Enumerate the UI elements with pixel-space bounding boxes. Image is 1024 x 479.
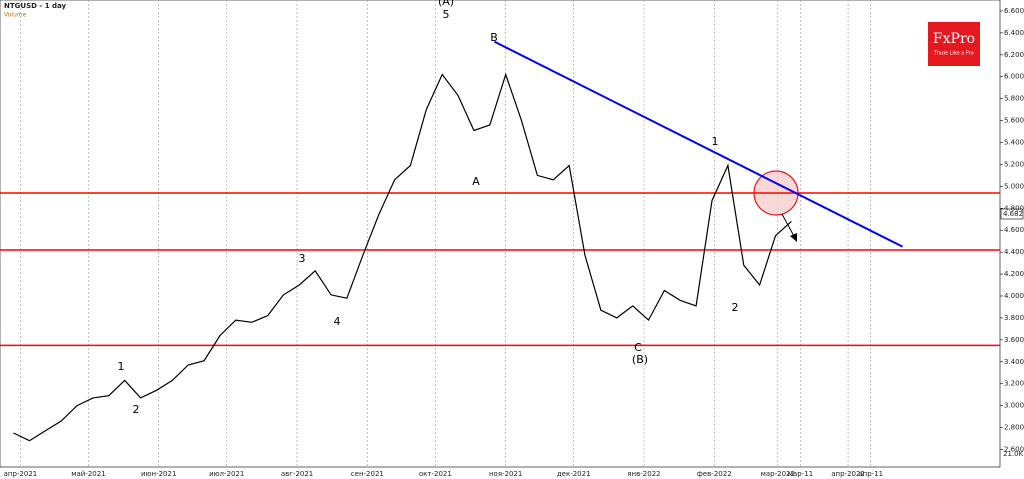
y-tick-label: 3.600 — [1004, 336, 1024, 344]
trendline — [493, 40, 903, 248]
logo-tagline: Trade Like a Pro — [933, 51, 973, 57]
y-tick-label: 6.400 — [1004, 29, 1024, 37]
plot-frame — [0, 0, 1001, 468]
y-tick-label: 6.600 — [1004, 7, 1024, 15]
y-tick-label: 5.400 — [1004, 139, 1024, 147]
logo-box — [928, 22, 980, 66]
wave-label: 2 — [133, 403, 140, 416]
y-tick-label: 5.200 — [1004, 160, 1024, 168]
y-tick-label: 3.800 — [1004, 314, 1024, 322]
logo-brand: FxPro — [933, 31, 975, 47]
wave-label: 3 — [299, 252, 306, 265]
x-tick-label: мар-11 — [788, 470, 813, 478]
volume-title: Volume — [4, 12, 27, 19]
y-tick-label: 3.200 — [1004, 380, 1024, 388]
y-tick-label: 3.400 — [1004, 358, 1024, 366]
y-tick-label: 4.200 — [1004, 270, 1024, 278]
x-tick-label: апр-11 — [858, 470, 883, 478]
y-tick-label: 4.800 — [1004, 204, 1024, 212]
x-tick-label: янв-2022 — [627, 470, 660, 478]
y-tick-label: 6.200 — [1004, 51, 1024, 59]
x-tick-label: ноя-2021 — [489, 470, 522, 478]
x-tick-label: авг-2021 — [281, 470, 313, 478]
wave-label: C — [634, 341, 642, 354]
x-tick-label: июл-2021 — [209, 470, 244, 478]
chart-title: NTGUSD - 1 day — [4, 2, 67, 10]
x-tick-label: апр-2021 — [4, 470, 38, 478]
y-tick-label: 2.800 — [1004, 424, 1024, 432]
x-tick-label: май-2021 — [71, 470, 105, 478]
wave-label: 2 — [732, 301, 739, 314]
arrow-head — [790, 233, 797, 242]
last-price-box — [1000, 208, 1024, 220]
wave-label: A — [472, 175, 480, 188]
x-tick-label: апр-2022 — [831, 470, 865, 478]
y-tick-label: 4.600 — [1004, 226, 1024, 234]
x-tick-label: окт-2021 — [419, 470, 452, 478]
x-tick-label: июн-2021 — [141, 470, 176, 478]
x-tick-label: дек-2021 — [557, 470, 591, 478]
wave-label: B — [490, 31, 498, 44]
wave-label: 1 — [712, 135, 719, 148]
y-tick-label: 5.600 — [1004, 117, 1024, 125]
wave-label: 5 — [443, 8, 450, 21]
wave-label: (B) — [632, 353, 648, 366]
x-tick-label: фев-2022 — [697, 470, 732, 478]
x-tick-label: мар-2022 — [761, 470, 795, 478]
wave-label: (A) — [438, 0, 454, 8]
y-tick-label: 5.800 — [1004, 95, 1024, 103]
volume-label: 21.0K — [1003, 450, 1024, 458]
y-tick-label: 3.000 — [1004, 402, 1024, 410]
y-tick-label: 4.000 — [1004, 292, 1024, 300]
y-tick-label: 2.600 — [1004, 445, 1024, 453]
y-tick-label: 5.000 — [1004, 182, 1024, 190]
wave-label: 4 — [334, 315, 341, 328]
y-tick-label: 4.400 — [1004, 248, 1024, 256]
last-price: 4.682 — [1003, 210, 1023, 218]
arrow — [781, 213, 796, 239]
price-line — [13, 72, 792, 442]
x-tick-label: сен-2021 — [351, 470, 384, 478]
wave-label: 1 — [118, 360, 125, 373]
y-tick-label: 6.000 — [1004, 73, 1024, 81]
